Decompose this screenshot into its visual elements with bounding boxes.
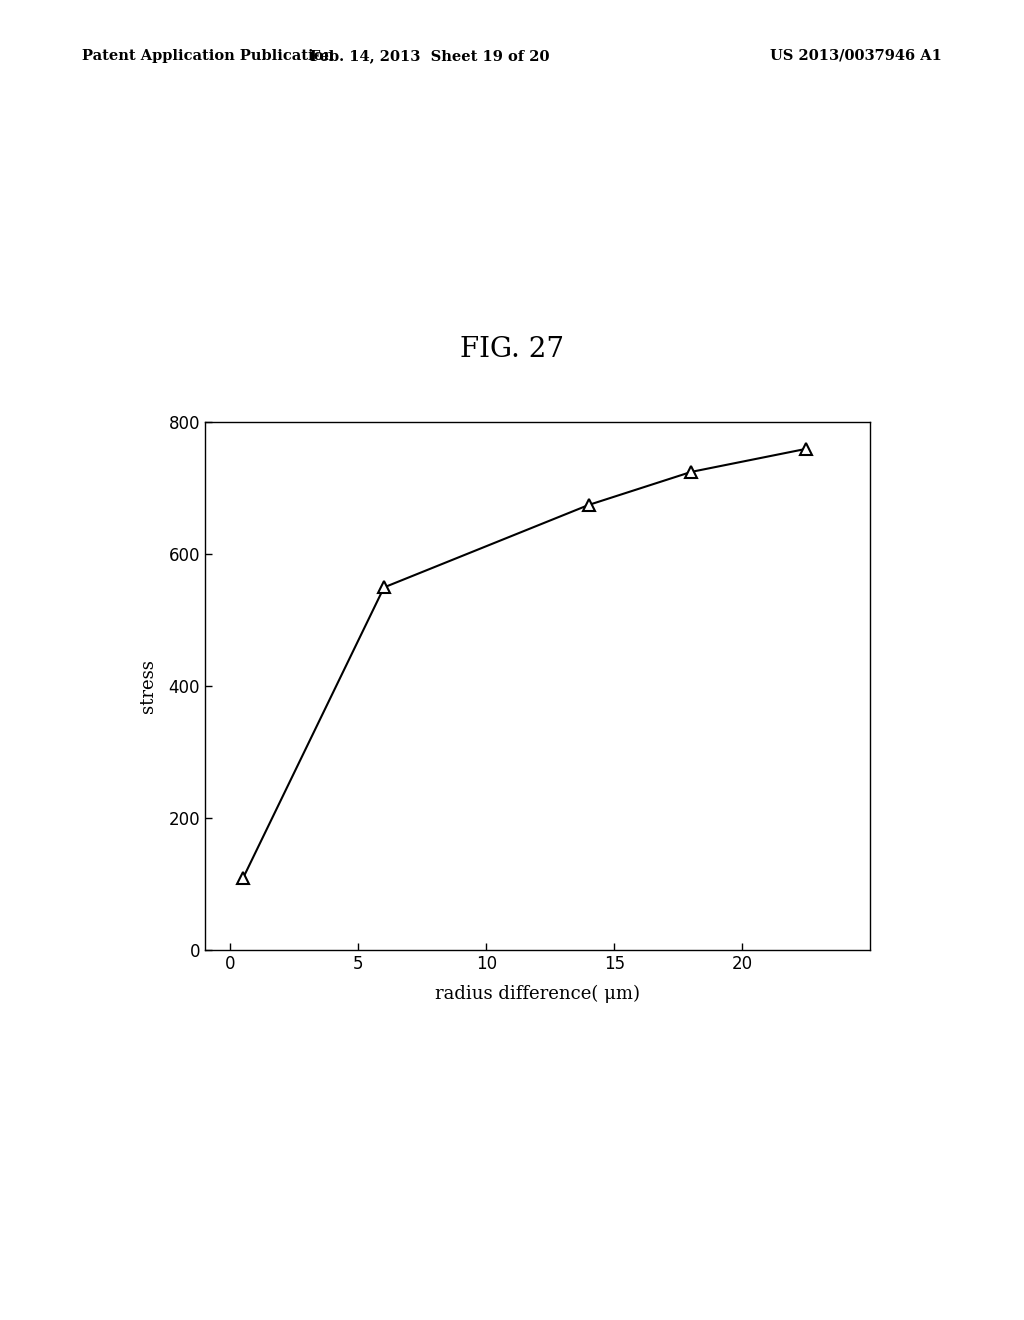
Text: Patent Application Publication: Patent Application Publication [82, 49, 334, 63]
Text: US 2013/0037946 A1: US 2013/0037946 A1 [770, 49, 942, 63]
Y-axis label: stress: stress [139, 660, 158, 713]
X-axis label: radius difference( μm): radius difference( μm) [435, 985, 640, 1003]
Text: FIG. 27: FIG. 27 [460, 337, 564, 363]
Text: Feb. 14, 2013  Sheet 19 of 20: Feb. 14, 2013 Sheet 19 of 20 [310, 49, 550, 63]
